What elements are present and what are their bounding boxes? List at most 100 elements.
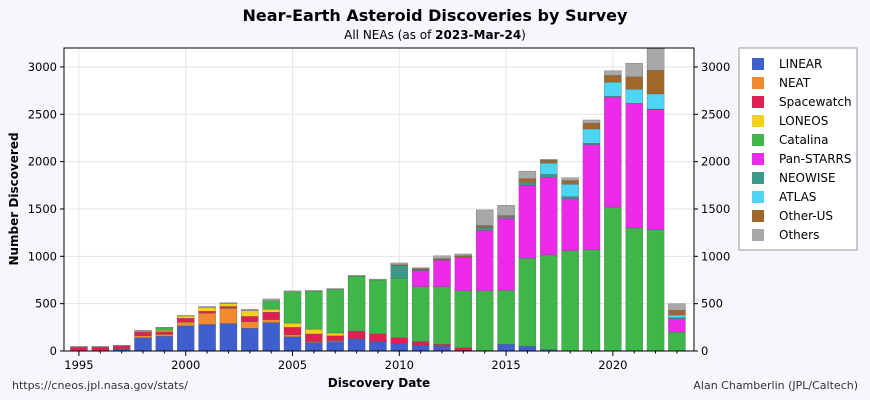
legend-label-neowise: NEOWISE bbox=[779, 171, 836, 185]
bar-catalina-2023 bbox=[668, 331, 686, 352]
bar-linear-2000 bbox=[177, 325, 195, 352]
legend-swatch-neat bbox=[752, 77, 764, 89]
bar-neowise-2017 bbox=[540, 174, 558, 178]
bar-pan-starrs-2013 bbox=[454, 257, 473, 292]
bar-linear-1999 bbox=[155, 336, 174, 352]
bar-others-2013 bbox=[454, 253, 473, 256]
plot-frame bbox=[63, 47, 695, 352]
bar-spacewatch-2012 bbox=[433, 344, 451, 347]
bar-pan-starrs-2017 bbox=[540, 177, 558, 256]
bar-catalina-2005 bbox=[283, 291, 302, 324]
bar-spacewatch-2005 bbox=[283, 327, 302, 336]
bar-other-us-2016 bbox=[518, 178, 537, 183]
bar-pan-starrs-2012 bbox=[433, 259, 451, 287]
bar-linear-2001 bbox=[198, 324, 216, 352]
legend-label-pan-starrs: Pan-STARRS bbox=[779, 152, 852, 166]
bar-other-us-2017 bbox=[540, 160, 558, 164]
bar-linear-2008 bbox=[347, 338, 366, 352]
bar-pan-starrs-2023 bbox=[668, 318, 686, 333]
x-tick-label: 2015 bbox=[491, 358, 520, 372]
bar-neowise-2010 bbox=[390, 265, 408, 279]
bar-catalina-2015 bbox=[497, 290, 515, 345]
legend-swatch-pan-starrs bbox=[752, 153, 764, 165]
bar-loneos-1999 bbox=[155, 330, 174, 332]
bar-neowise-2019 bbox=[582, 143, 601, 145]
bar-neat-1999 bbox=[155, 334, 174, 337]
bar-linear-1998 bbox=[134, 337, 152, 352]
bar-spacewatch-1998 bbox=[134, 331, 152, 336]
legend-label-linear: LINEAR bbox=[779, 57, 822, 71]
legend-swatch-atlas bbox=[752, 191, 764, 203]
bar-others-1996 bbox=[91, 346, 109, 348]
bar-loneos-2004 bbox=[262, 309, 280, 313]
bar-spacewatch-2000 bbox=[177, 318, 195, 323]
bar-spacewatch-2006 bbox=[305, 333, 323, 342]
y-tick-label: 2500 bbox=[28, 107, 57, 121]
y2-tick-label: 1500 bbox=[701, 202, 730, 216]
bar-other-us-2023 bbox=[668, 310, 686, 316]
bar-atlas-2020 bbox=[604, 81, 622, 97]
bar-spacewatch-2007 bbox=[326, 335, 344, 341]
bar-other-us-2018 bbox=[561, 180, 579, 185]
legend-label-loneos: LONEOS bbox=[779, 114, 828, 128]
bar-spacewatch-1996 bbox=[91, 347, 109, 352]
bar-others-2015 bbox=[497, 205, 515, 216]
y-tick-label: 2000 bbox=[28, 155, 57, 169]
bar-neowise-2016 bbox=[518, 183, 537, 186]
bar-others-2012 bbox=[433, 255, 451, 259]
bar-catalina-2018 bbox=[561, 250, 579, 352]
bar-neat-2005 bbox=[283, 334, 302, 337]
bar-spacewatch-2003 bbox=[241, 316, 259, 322]
y-tick-label: 0 bbox=[50, 344, 57, 358]
bar-others-2009 bbox=[369, 278, 387, 281]
bar-others-2018 bbox=[561, 177, 579, 181]
bar-others-2011 bbox=[411, 267, 430, 269]
legend-swatch-neowise bbox=[752, 172, 764, 184]
bar-pan-starrs-2021 bbox=[625, 103, 643, 229]
subtitle-prefix: All NEAs (as of bbox=[344, 28, 435, 42]
bar-others-2023 bbox=[668, 303, 686, 311]
bar-atlas-2018 bbox=[561, 184, 579, 197]
bar-catalina-2009 bbox=[369, 279, 387, 335]
chart-title: Near-Earth Asteroid Discoveries by Surve… bbox=[243, 6, 629, 25]
bar-linear-2011 bbox=[411, 345, 430, 352]
bar-linear-2015 bbox=[497, 344, 515, 352]
bar-atlas-2022 bbox=[646, 93, 665, 110]
bar-loneos-2005 bbox=[283, 322, 302, 328]
bar-loneos-2007 bbox=[326, 332, 344, 337]
bar-atlas-2017 bbox=[540, 162, 558, 175]
bar-catalina-2012 bbox=[433, 286, 451, 345]
bar-others-2007 bbox=[326, 288, 344, 290]
bar-others-2004 bbox=[262, 298, 280, 301]
bar-loneos-2000 bbox=[177, 315, 195, 319]
bars bbox=[70, 48, 686, 352]
bar-other-us-2022 bbox=[646, 70, 665, 95]
bar-pan-starrs-2014 bbox=[476, 230, 494, 292]
bar-others-2003 bbox=[241, 309, 259, 311]
legend-swatch-linear bbox=[752, 58, 764, 70]
legend-swatch-others bbox=[752, 229, 764, 241]
bar-other-us-2014 bbox=[476, 225, 494, 228]
bar-others-2022 bbox=[646, 48, 665, 71]
bar-catalina-2010 bbox=[390, 277, 408, 338]
y2-tick-label: 1000 bbox=[701, 249, 730, 263]
bar-catalina-2004 bbox=[262, 300, 280, 310]
bar-catalina-2006 bbox=[305, 291, 323, 330]
bar-spacewatch-1999 bbox=[155, 331, 174, 335]
bar-linear-2007 bbox=[326, 341, 344, 352]
legend: LINEAR NEAT Spacewatch LONEOS Catalina Pan-ST… bbox=[738, 47, 858, 251]
bar-catalina-2007 bbox=[326, 289, 344, 334]
bar-linear-2003 bbox=[241, 328, 259, 352]
bar-others-2005 bbox=[283, 290, 302, 292]
bar-others-2006 bbox=[305, 290, 323, 292]
x-tick-label: 2005 bbox=[278, 358, 307, 372]
legend-label-others: Others bbox=[779, 228, 819, 242]
bar-loneos-2006 bbox=[305, 329, 323, 335]
y2-tick-label: 0 bbox=[701, 344, 708, 358]
legend-label-other-us: Other-US bbox=[779, 209, 833, 223]
bar-loneos-2001 bbox=[198, 307, 216, 312]
bar-catalina-2021 bbox=[625, 227, 643, 352]
bar-pan-starrs-2011 bbox=[411, 270, 430, 287]
source-link[interactable]: https://cneos.jpl.nasa.gov/stats/ bbox=[12, 379, 188, 392]
legend-label-spacewatch: Spacewatch bbox=[779, 95, 852, 109]
